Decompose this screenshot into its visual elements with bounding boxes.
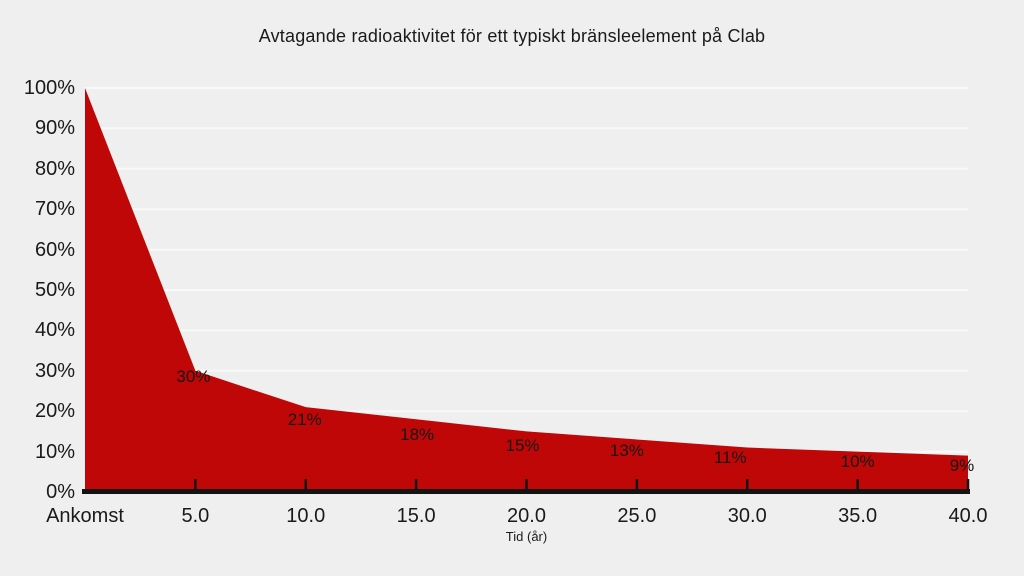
data-point-label: 30% — [176, 366, 211, 386]
y-axis-tick-label: 70% — [34, 198, 75, 221]
y-axis-tick-label: 90% — [34, 117, 75, 140]
x-axis-tick-label: 20.0 — [507, 505, 546, 527]
y-axis-tick-label: 100% — [23, 77, 75, 99]
x-axis-tick-label: 25.0 — [617, 505, 657, 527]
y-axis-tick-label: 10% — [34, 440, 75, 463]
area-series — [85, 88, 968, 492]
y-axis-tick-label: 0% — [46, 481, 75, 503]
y-axis-tick-label: 20% — [34, 400, 75, 423]
y-axis-tick-label: 40% — [34, 319, 75, 342]
x-axis-tick-label: 10.0 — [286, 505, 326, 527]
data-point-label: 13% — [609, 441, 644, 461]
x-axis-tick-label: 30.0 — [727, 505, 767, 527]
y-axis-tick-label: 60% — [34, 238, 75, 261]
data-point-label: 15% — [505, 436, 540, 456]
data-point-label: 21% — [287, 410, 322, 430]
x-axis-title: Tid (år) — [505, 529, 548, 544]
x-axis-tick-label: 35.0 — [838, 505, 878, 527]
x-axis-tick-label: 15.0 — [396, 505, 436, 527]
x-axis-tick-label: 40.0 — [948, 505, 988, 527]
data-point-label: 9% — [949, 455, 975, 475]
y-axis-tick-label: 50% — [34, 279, 75, 301]
x-axis-tick-label: 5.0 — [181, 505, 210, 527]
y-axis-tick-label: 30% — [34, 359, 75, 382]
data-point-label: 18% — [400, 425, 435, 445]
x-axis-tick-label: Ankomst — [46, 505, 124, 527]
chart-title: Avtagande radioaktivitet för ett typiskt… — [258, 26, 766, 46]
data-point-label: 11% — [713, 447, 747, 467]
data-point-label: 10% — [840, 451, 875, 471]
y-axis-tick-label: 80% — [34, 157, 75, 180]
